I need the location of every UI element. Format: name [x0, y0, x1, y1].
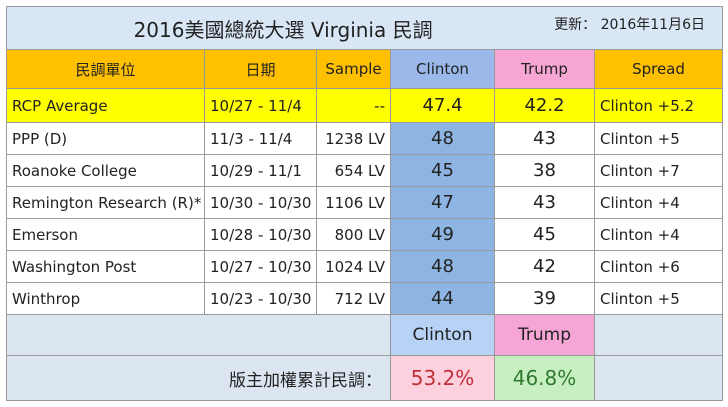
total-label: 版主加權累計民調： [6, 355, 391, 401]
total-clinton-pct: 53.2% [390, 355, 495, 401]
sample-cell: 800 LV [316, 218, 391, 251]
spread-cell: Clinton +7 [594, 154, 723, 187]
spread-cell: Clinton +4 [594, 218, 723, 251]
sample-cell: 1238 LV [316, 122, 391, 155]
trump-value: 39 [494, 282, 595, 315]
legend-clinton: Clinton [390, 314, 495, 356]
sample-cell: 1024 LV [316, 250, 391, 283]
pollster-cell: Roanoke College [6, 154, 205, 187]
poll-row: Emerson 10/28 - 10/30 800 LV 49 45 Clinton +4 [6, 218, 723, 251]
trump-value: 43 [494, 186, 595, 219]
sample-cell: 712 LV [316, 282, 391, 315]
sample-cell: 1106 LV [316, 186, 391, 219]
header-date: 日期 [204, 49, 317, 89]
poll-table: 更新： 2016年11月6日 2016美國總統大選 Virginia 民調 民調… [6, 6, 723, 401]
poll-row: Remington Research (R)* 10/30 - 10/30 1106… [6, 186, 723, 219]
total-trump-pct: 46.8% [494, 355, 595, 401]
header-trump: Trump [494, 49, 595, 89]
clinton-value: 47 [390, 186, 495, 219]
title-row: 更新： 2016年11月6日 2016美國總統大選 Virginia 民調 [6, 6, 723, 50]
sample-cell: -- [316, 88, 391, 123]
date-cell: 10/30 - 10/30 [204, 186, 317, 219]
poll-row: Washington Post 10/27 - 10/30 1024 LV 48 42 C… [6, 250, 723, 283]
sample-cell: 654 LV [316, 154, 391, 187]
legend-row: Clinton Trump [6, 314, 723, 356]
trump-value: 42.2 [494, 88, 595, 123]
total-empty [594, 355, 723, 401]
spread-cell: Clinton +5 [594, 122, 723, 155]
spread-cell: Clinton +5 [594, 282, 723, 315]
update-label: 更新： [554, 16, 597, 33]
pollster-cell: Remington Research (R)* [6, 186, 205, 219]
date-cell: 10/29 - 11/1 [204, 154, 317, 187]
pollster-cell: RCP Average [6, 88, 205, 123]
date-cell: 10/27 - 11/4 [204, 88, 317, 123]
trump-value: 38 [494, 154, 595, 187]
poll-row: PPP (D) 11/3 - 11/4 1238 LV 48 43 Clinton +5 [6, 122, 723, 155]
clinton-value: 48 [390, 122, 495, 155]
header-spread: Spread [594, 49, 723, 89]
trump-value: 43 [494, 122, 595, 155]
poll-row: Winthrop 10/23 - 10/30 712 LV 44 39 Clinton +… [6, 282, 723, 315]
legend-trump: Trump [494, 314, 595, 356]
poll-rows: RCP Average 10/27 - 11/4 -- 47.4 42.2 Clinton… [6, 88, 723, 315]
header-sample: Sample [316, 49, 391, 89]
update-date: 2016年11月6日 [600, 16, 705, 33]
poll-row: Roanoke College 10/29 - 11/1 654 LV 45 38 Cli… [6, 154, 723, 187]
page-title: 2016美國總統大選 Virginia 民調 [133, 17, 433, 42]
date-cell: 11/3 - 11/4 [204, 122, 317, 155]
trump-value: 45 [494, 218, 595, 251]
spread-cell: Clinton +5.2 [594, 88, 723, 123]
title-cell: 更新： 2016年11月6日 2016美國總統大選 Virginia 民調 [6, 6, 723, 50]
pollster-cell: Winthrop [6, 282, 205, 315]
date-cell: 10/27 - 10/30 [204, 250, 317, 283]
total-row: 版主加權累計民調： 53.2% 46.8% [6, 355, 723, 401]
clinton-value: 48 [390, 250, 495, 283]
rcp-average-row: RCP Average 10/27 - 11/4 -- 47.4 42.2 Clinton… [6, 88, 723, 123]
clinton-value: 47.4 [390, 88, 495, 123]
pollster-cell: Washington Post [6, 250, 205, 283]
trump-value: 42 [494, 250, 595, 283]
clinton-value: 45 [390, 154, 495, 187]
spread-cell: Clinton +6 [594, 250, 723, 283]
header-clinton: Clinton [390, 49, 495, 89]
legend-empty [594, 314, 723, 356]
date-cell: 10/28 - 10/30 [204, 218, 317, 251]
clinton-value: 44 [390, 282, 495, 315]
header-pollster: 民調單位 [6, 49, 205, 89]
header-row: 民調單位 日期 Sample Clinton Trump Spread [6, 49, 723, 89]
pollster-cell: PPP (D) [6, 122, 205, 155]
date-cell: 10/23 - 10/30 [204, 282, 317, 315]
clinton-value: 49 [390, 218, 495, 251]
spread-cell: Clinton +4 [594, 186, 723, 219]
pollster-cell: Emerson [6, 218, 205, 251]
update-info: 更新： 2016年11月6日 [554, 14, 705, 34]
legend-spacer [6, 314, 391, 356]
